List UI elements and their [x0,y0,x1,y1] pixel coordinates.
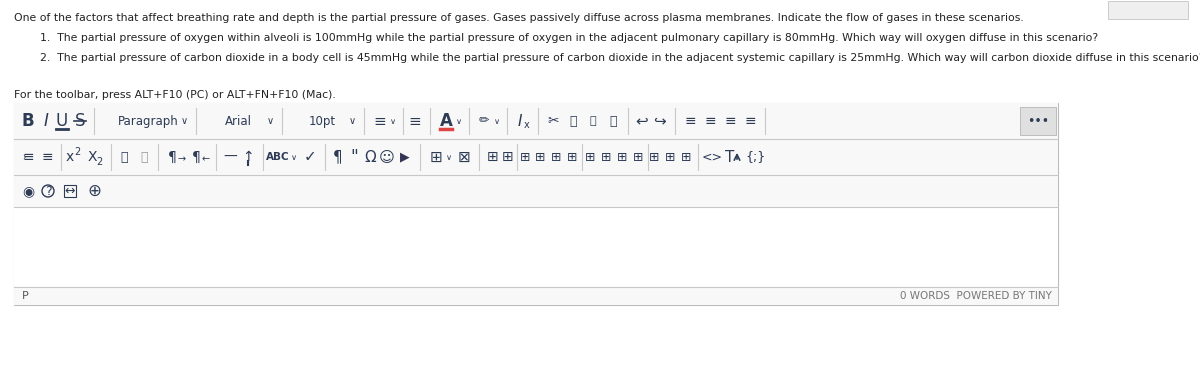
Text: B: B [22,112,35,130]
Text: ✂: ✂ [547,114,559,128]
Text: One of the factors that affect breathing rate and depth is the partial pressure : One of the factors that affect breathing… [14,13,1024,23]
Text: Paragraph: Paragraph [118,114,179,128]
Text: ⊞: ⊞ [584,151,595,163]
Text: ✓: ✓ [304,149,317,165]
Text: 1.  The partial pressure of oxygen within alveoli is 100mmHg while the partial p: 1. The partial pressure of oxygen within… [40,33,1098,43]
Text: —: — [223,150,236,164]
Text: ≡: ≡ [744,114,756,128]
Text: ⊞: ⊞ [649,151,659,163]
Text: ✏: ✏ [479,114,490,128]
Text: ≡: ≡ [373,114,386,128]
Text: ¶: ¶ [334,149,343,165]
Bar [14,103,1058,305]
Text: ABC: ABC [266,152,290,162]
Text: I: I [517,114,522,128]
Text: ↪: ↪ [654,114,666,128]
Text: x: x [66,150,74,164]
Bar [14,287,1058,305]
Text: ∨: ∨ [180,116,187,126]
Text: S: S [74,112,85,130]
Text: →: → [178,154,186,164]
Text: 2.  The partial pressure of carbon dioxide in a body cell is 45mmHg while the pa: 2. The partial pressure of carbon dioxid… [40,53,1200,63]
Text: ⊞: ⊞ [680,151,691,163]
Text: ↔: ↔ [65,184,76,198]
Text: A: A [439,112,452,130]
Text: X: X [88,150,97,164]
Text: 2: 2 [74,147,80,157]
Text: ≡: ≡ [684,114,696,128]
Text: ⊞: ⊞ [502,150,514,164]
Text: ⊞: ⊞ [632,151,643,163]
Text: ∨: ∨ [290,152,298,161]
Text: ": " [350,148,358,166]
Text: 10pt: 10pt [308,114,336,128]
Bar [14,139,1058,175]
Text: P: P [22,291,29,301]
Text: ←: ← [202,154,210,164]
Text: ∨: ∨ [348,116,355,126]
Text: ≡: ≡ [22,150,34,164]
Text: ⊞: ⊞ [617,151,628,163]
Text: ▶: ▶ [400,151,410,163]
Text: ↑: ↑ [242,150,254,164]
Text: I: I [43,112,48,130]
Text: ∨: ∨ [456,116,462,126]
Text: 📋: 📋 [589,116,596,126]
Text: ⛓: ⛓ [120,151,127,163]
Text: ⊞: ⊞ [665,151,676,163]
Text: 0 WORDS  POWERED BY TINY: 0 WORDS POWERED BY TINY [900,291,1052,301]
Text: <>: <> [702,151,722,163]
Text: U: U [56,112,68,130]
Text: ?: ? [44,184,52,198]
Text: •••: ••• [1027,114,1049,128]
Text: ⛓: ⛓ [140,151,148,163]
Text: ⊞: ⊞ [535,151,545,163]
Text: ⊠: ⊠ [457,149,470,165]
Text: T: T [725,149,734,165]
Text: ◉: ◉ [22,184,34,198]
Text: 🔍: 🔍 [610,114,617,128]
Text: ≡: ≡ [409,114,421,128]
Text: ⊞: ⊞ [566,151,577,163]
Text: Arial: Arial [224,114,252,128]
Bar [14,103,1058,139]
Text: 2: 2 [96,157,102,167]
Text: {;}: {;} [746,151,766,163]
Text: ∨: ∨ [446,152,452,161]
Text: ⊞: ⊞ [430,149,443,165]
Text: ⬜: ⬜ [569,114,577,128]
Text: ⊞: ⊞ [487,150,499,164]
Bar [1020,107,1056,135]
Bar [64,185,76,197]
Bar [1108,1,1188,19]
Text: ⊞: ⊞ [520,151,530,163]
Text: Ω: Ω [364,149,376,165]
Text: ∨: ∨ [390,116,396,126]
Text: x: x [524,120,530,130]
Text: ≡: ≡ [704,114,716,128]
Text: ¶: ¶ [192,150,200,164]
Text: ⊕: ⊕ [88,182,101,200]
Bar [14,207,1058,287]
Text: ›: › [22,152,26,162]
Text: ⊞: ⊞ [551,151,562,163]
Text: ⊞: ⊞ [601,151,611,163]
Text: ☺: ☺ [379,149,395,165]
Text: For the toolbar, press ALT+F10 (PC) or ALT+FN+F10 (Mac).: For the toolbar, press ALT+F10 (PC) or A… [14,90,336,100]
Bar [14,175,1058,207]
Text: ∨: ∨ [494,116,500,126]
Text: ≡: ≡ [724,114,736,128]
Text: ∨: ∨ [266,116,274,126]
Text: ↩: ↩ [636,114,648,128]
Text: ¶: ¶ [168,150,176,164]
Text: ≡: ≡ [41,150,53,164]
